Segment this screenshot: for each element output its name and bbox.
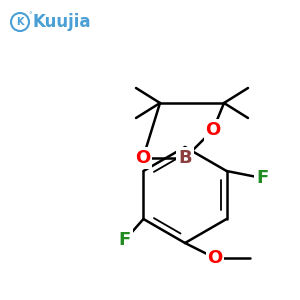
Text: O: O (207, 249, 223, 267)
Text: F: F (256, 169, 268, 187)
Text: K: K (16, 17, 24, 27)
Text: O: O (135, 149, 151, 167)
Text: B: B (178, 149, 192, 167)
Text: °: ° (28, 12, 32, 18)
Text: O: O (206, 121, 220, 139)
Text: Kuujia: Kuujia (33, 13, 91, 31)
Text: F: F (119, 231, 131, 249)
